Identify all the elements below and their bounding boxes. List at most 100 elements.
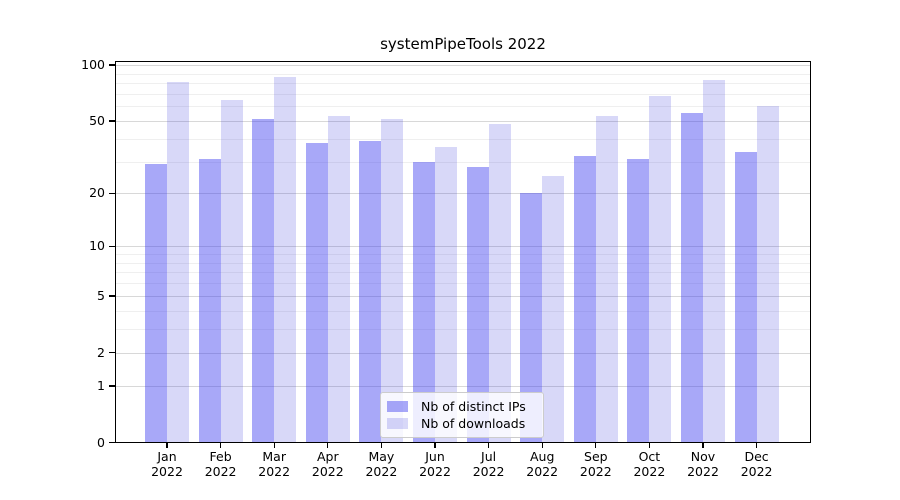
x-tick-label-sep: Sep 2022 <box>568 449 624 479</box>
bar-downloads-apr <box>327 116 350 443</box>
x-tick-month: Mar <box>262 449 286 464</box>
minor-gridline <box>115 254 811 256</box>
legend-label-distinct-ips: Nb of distinct IPs <box>421 398 526 414</box>
bar-distinct-ips-feb <box>198 159 221 443</box>
bar-downloads-may <box>381 119 404 443</box>
x-tick-mark <box>273 443 275 448</box>
bar-distinct-ips-jan <box>145 164 167 443</box>
x-tick-month: Jul <box>481 449 497 464</box>
x-tick-month: Sep <box>584 449 608 464</box>
major-gridline <box>115 246 811 248</box>
x-tick-mark <box>702 443 704 448</box>
major-gridline <box>115 352 811 354</box>
x-tick-month: Aug <box>529 449 555 464</box>
x-tick-year: 2022 <box>204 464 237 479</box>
minor-gridline <box>115 329 811 331</box>
x-tick-label-jul: Jul 2022 <box>461 449 517 479</box>
bar-distinct-ips-aug <box>520 193 543 443</box>
y-tick-label-1: 1 <box>97 377 105 393</box>
minor-gridline <box>115 106 811 108</box>
bar-distinct-ips-mar <box>252 119 275 443</box>
minor-gridline <box>115 283 811 285</box>
x-tick-label-feb: Feb 2022 <box>193 449 249 479</box>
x-tick-year: 2022 <box>526 464 559 479</box>
x-tick-year: 2022 <box>687 464 719 479</box>
x-tick-label-oct: Oct 2022 <box>621 449 677 479</box>
x-tick-year: 2022 <box>311 464 344 479</box>
x-tick-label-jan: Jan 2022 <box>139 449 195 479</box>
x-tick-mark <box>166 443 168 448</box>
x-tick-mark <box>595 443 597 448</box>
y-tick-mark <box>109 385 115 387</box>
bar-distinct-ips-sep <box>573 156 596 443</box>
minor-gridline <box>115 73 811 75</box>
x-tick-month: Jan <box>157 449 177 464</box>
x-tick-month: Apr <box>316 449 339 464</box>
legend-swatch-downloads-icon <box>387 417 408 429</box>
bar-distinct-ips-apr <box>305 142 328 443</box>
bar-downloads-mar <box>274 77 297 443</box>
plot-area <box>115 61 811 443</box>
x-tick-label-dec: Dec 2022 <box>729 449 785 479</box>
bar-downloads-jun <box>435 147 457 443</box>
major-gridline <box>115 193 811 195</box>
y-tick-label-100: 100 <box>81 56 105 72</box>
x-tick-year: 2022 <box>151 464 183 479</box>
bar-downloads-aug <box>542 175 565 443</box>
x-tick-year: 2022 <box>419 464 451 479</box>
bar-downloads-nov <box>703 80 725 443</box>
y-tick-mark <box>109 442 115 444</box>
major-gridline <box>115 120 811 122</box>
legend-item-downloads: Nb of downloads <box>387 415 537 431</box>
bar-downloads-feb <box>220 99 243 443</box>
y-tick-mark <box>109 192 115 195</box>
bar-downloads-dec <box>756 106 779 443</box>
chart-title: systemPipeTools 2022 <box>380 35 546 53</box>
y-tick-mark <box>109 245 115 248</box>
bar-distinct-ips-dec <box>734 151 757 443</box>
x-tick-month: Oct <box>638 449 661 464</box>
bar-distinct-ips-jul <box>466 167 489 443</box>
bar-distinct-ips-nov <box>681 113 703 443</box>
x-tick-label-may: May 2022 <box>353 449 409 479</box>
legend: Nb of distinct IPs Nb of downloads <box>380 392 544 438</box>
y-tick-label-20: 20 <box>89 185 105 201</box>
minor-gridline <box>115 272 811 274</box>
y-tick-mark <box>109 64 115 66</box>
x-tick-month: May <box>368 449 395 464</box>
x-tick-year: 2022 <box>258 464 291 479</box>
x-tick-mark <box>219 443 222 448</box>
y-tick-mark <box>109 120 115 122</box>
major-gridline <box>115 64 811 66</box>
x-tick-mark <box>434 443 436 448</box>
x-tick-mark <box>648 443 651 448</box>
minor-gridline <box>115 310 811 312</box>
y-tick-mark <box>109 352 115 354</box>
x-tick-month: Nov <box>690 449 716 464</box>
bar-downloads-sep <box>595 116 618 443</box>
y-tick-mark <box>109 295 115 297</box>
legend-label-downloads: Nb of downloads <box>421 415 526 431</box>
legend-item-distinct-ips: Nb of distinct IPs <box>387 398 537 414</box>
x-tick-label-nov: Nov 2022 <box>675 449 731 479</box>
major-gridline <box>115 385 811 387</box>
bar-distinct-ips-may <box>359 140 382 443</box>
y-tick-label-0: 0 <box>97 434 105 450</box>
x-tick-year: 2022 <box>365 464 398 479</box>
x-tick-month: Jun <box>425 449 445 464</box>
x-tick-mark <box>755 443 758 448</box>
major-gridline <box>115 295 811 297</box>
bar-downloads-jan <box>167 82 189 443</box>
minor-gridline <box>115 161 811 163</box>
bar-downloads-oct <box>649 96 672 443</box>
bar-distinct-ips-jun <box>413 161 435 443</box>
minor-gridline <box>115 138 811 140</box>
minor-gridline <box>115 93 811 95</box>
x-tick-month: Feb <box>209 449 232 464</box>
x-tick-year: 2022 <box>472 464 505 479</box>
x-tick-label-jun: Jun 2022 <box>407 449 463 479</box>
x-tick-year: 2022 <box>579 464 612 479</box>
y-tick-label-2: 2 <box>97 344 105 360</box>
x-tick-month: Dec <box>744 449 769 464</box>
